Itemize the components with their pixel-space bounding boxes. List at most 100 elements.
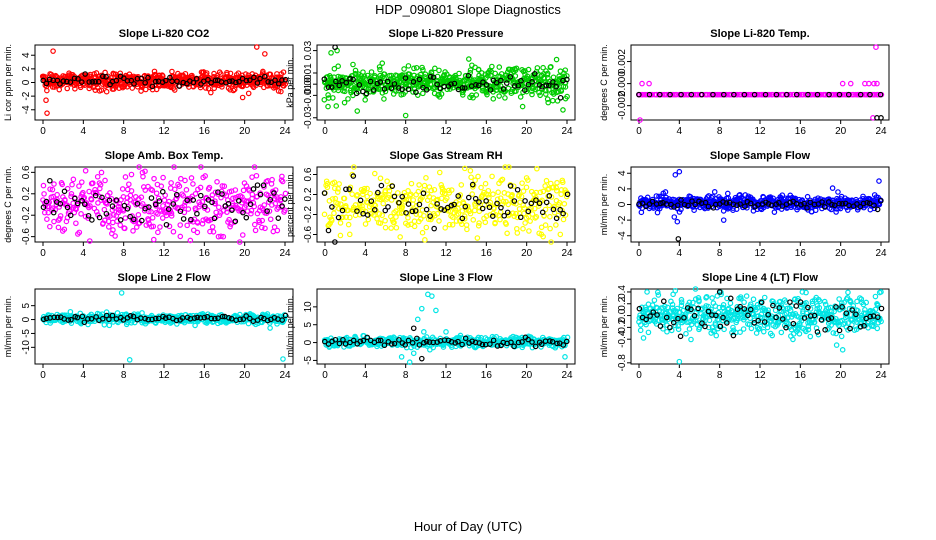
x-tick-label: 12 — [754, 370, 766, 381]
data-point — [731, 91, 737, 98]
data-point — [40, 182, 47, 189]
x-tick-label: 24 — [279, 126, 291, 137]
data-point — [127, 213, 133, 220]
data-point — [261, 202, 268, 208]
data-point — [826, 91, 832, 98]
data-point — [93, 208, 100, 215]
data-point — [391, 193, 398, 200]
data-point — [427, 213, 433, 219]
data-point — [159, 215, 166, 221]
data-point — [230, 87, 237, 94]
data-point — [142, 168, 148, 175]
data-point — [225, 200, 232, 207]
data-point — [192, 191, 199, 197]
data-point — [271, 224, 278, 230]
data-point — [221, 183, 228, 190]
data-point — [331, 210, 337, 217]
data-point — [155, 195, 162, 202]
data-point — [122, 215, 129, 221]
data-point — [510, 183, 517, 189]
y-axis-label: ml/min per min. — [599, 174, 609, 236]
data-point — [429, 293, 435, 299]
data-point — [558, 187, 565, 193]
data-point — [455, 193, 461, 199]
y-tick-label: 0.03 — [303, 40, 314, 60]
data-point — [415, 188, 422, 195]
data-point — [546, 193, 553, 199]
data-point — [243, 77, 250, 84]
panel-5: Slope Gas Stream RH0 4 8 12 16 20 24-0.6-0.20.… — [285, 150, 576, 259]
data-point — [403, 197, 410, 203]
data-point — [771, 209, 778, 215]
data-point — [410, 197, 417, 203]
data-point — [333, 78, 339, 85]
data-point — [550, 184, 557, 190]
data-point — [242, 71, 249, 77]
data-point — [468, 174, 474, 181]
data-point — [72, 85, 78, 92]
data-point — [787, 91, 794, 98]
data-point — [562, 67, 569, 73]
data-point — [449, 221, 456, 228]
x-tick-label: 8 — [121, 126, 127, 137]
data-point — [197, 184, 204, 191]
data-point — [740, 326, 747, 332]
data-point — [877, 91, 884, 98]
data-point — [388, 197, 395, 203]
data-point — [351, 164, 357, 170]
data-point — [328, 216, 335, 222]
data-point — [510, 210, 516, 217]
data-point — [507, 74, 514, 80]
data-point — [495, 189, 501, 196]
data-point — [483, 82, 490, 88]
data-point — [525, 81, 532, 88]
data-point — [128, 77, 135, 84]
data-point — [399, 193, 406, 200]
data-point — [363, 90, 370, 97]
data-point — [353, 90, 360, 97]
data-point — [667, 91, 673, 98]
data-point — [542, 183, 548, 189]
data-point — [462, 165, 468, 172]
y-axis-label: percent per min. — [285, 172, 295, 237]
data-point — [208, 89, 214, 96]
data-point — [783, 91, 790, 98]
x-tick-label: 16 — [199, 126, 211, 137]
data-point — [385, 204, 391, 210]
data-point — [371, 206, 378, 213]
y-tick-label: 0.6 — [303, 167, 314, 181]
data-point — [531, 205, 538, 212]
data-point — [357, 211, 363, 218]
y-tick-label: -5 — [21, 329, 32, 338]
data-point — [46, 199, 52, 206]
data-point — [274, 227, 281, 234]
data-point — [511, 83, 518, 89]
data-point — [354, 208, 360, 214]
data-point — [331, 179, 338, 186]
data-point — [382, 217, 388, 224]
data-point — [542, 91, 549, 97]
data-point — [183, 187, 190, 193]
data-point — [393, 214, 399, 220]
data-point — [444, 195, 450, 201]
data-point — [557, 94, 564, 101]
data-point — [368, 69, 375, 75]
panel-title: Slope Li-820 Pressure — [389, 28, 504, 40]
data-point — [253, 44, 260, 50]
data-point — [534, 165, 540, 172]
y-axis-label: kPa per min. — [285, 57, 295, 108]
panel-title: Slope Li-820 Temp. — [710, 28, 809, 40]
data-point — [109, 203, 116, 209]
data-point — [187, 237, 194, 244]
data-point — [698, 91, 705, 98]
data-point — [411, 65, 417, 72]
data-point — [562, 354, 568, 360]
data-point — [545, 99, 551, 106]
data-point — [266, 208, 273, 214]
data-point — [436, 169, 443, 176]
data-point — [384, 78, 391, 85]
data-point — [251, 221, 258, 228]
data-point — [423, 86, 430, 93]
data-point — [860, 200, 867, 207]
